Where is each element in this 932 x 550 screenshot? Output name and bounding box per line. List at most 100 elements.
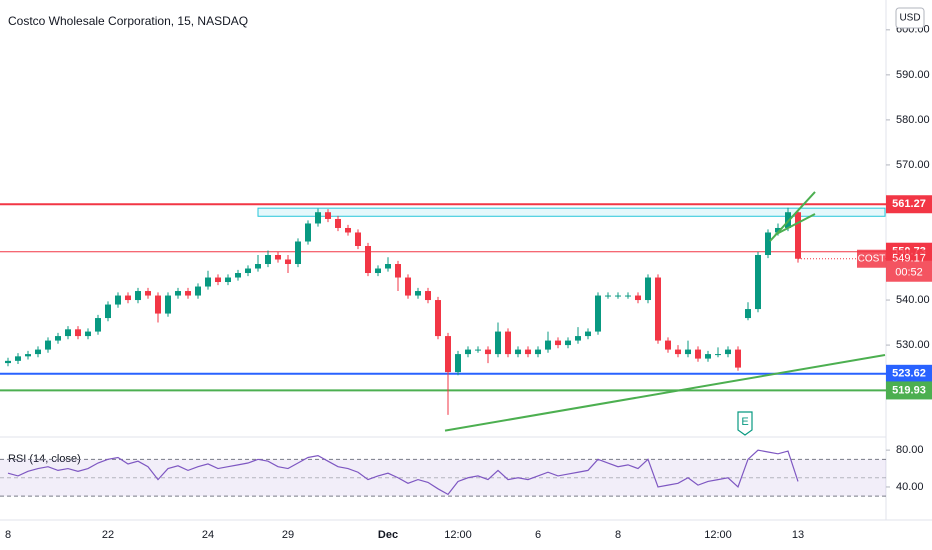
symbol-label: COST <box>858 253 886 264</box>
candle-body <box>485 349 491 355</box>
x-tick-label: 29 <box>282 529 294 541</box>
candle-body <box>655 277 661 341</box>
candle-body <box>665 340 671 350</box>
trendline <box>444 354 886 432</box>
x-tick-label: 6 <box>535 529 541 541</box>
candle-body <box>755 255 761 310</box>
y-tick-label: 590.00 <box>896 69 930 81</box>
candle-body <box>5 360 11 364</box>
rsi-line <box>7 449 799 496</box>
candle-body <box>555 340 561 346</box>
earnings-label: E <box>741 416 748 428</box>
y-tick-label: 570.00 <box>896 159 930 171</box>
candle-body <box>315 212 321 224</box>
candle-body <box>325 212 331 219</box>
candle-body <box>605 295 611 297</box>
candle-body <box>205 277 211 287</box>
trendline <box>774 213 816 236</box>
candle-body <box>105 304 111 319</box>
candle-body <box>515 349 521 355</box>
candle-body <box>225 277 231 283</box>
candle-body <box>585 331 591 337</box>
candle-body <box>595 295 601 332</box>
candle-body <box>425 291 431 301</box>
candle-body <box>65 329 71 337</box>
last-price-label: 549.17 <box>892 253 926 265</box>
candle-body <box>245 268 251 274</box>
symbol-box <box>857 249 886 268</box>
rsi-y-tick-label: 40.00 <box>896 481 924 493</box>
price-zone <box>257 207 886 217</box>
candle-body <box>95 318 101 332</box>
candle-body <box>145 291 151 296</box>
candle-body <box>385 264 391 269</box>
candle-body <box>795 212 801 259</box>
x-tick-label: 8 <box>5 529 11 541</box>
level-label-box <box>886 381 932 400</box>
candle-body <box>265 255 271 265</box>
candle-body <box>85 331 91 337</box>
candle-body <box>535 349 541 355</box>
candle-body <box>525 349 531 355</box>
candle-body <box>115 295 121 305</box>
earnings-marker <box>737 411 753 436</box>
candle-body <box>335 218 341 228</box>
candle-body <box>55 336 61 341</box>
candle-body <box>435 300 441 337</box>
candle-body <box>445 336 451 373</box>
candle-body <box>175 291 181 296</box>
candle-body <box>575 336 581 341</box>
candle-body <box>465 349 471 355</box>
candle-body <box>295 241 301 265</box>
candle-body <box>215 277 221 283</box>
level-label: 561.27 <box>892 198 926 210</box>
x-tick-label: 12:00 <box>444 529 472 541</box>
x-tick-label: 13 <box>792 529 804 541</box>
candle-body <box>455 354 461 373</box>
y-tick-label: 540.00 <box>896 294 930 306</box>
candle-body <box>305 223 311 242</box>
candle-body <box>685 349 691 355</box>
x-tick-label: 12:00 <box>704 529 732 541</box>
chart-title: Costco Wholesale Corporation, 15, NASDAQ <box>8 14 248 28</box>
candle-body <box>125 295 131 301</box>
currency-box <box>895 7 925 29</box>
candle-body <box>345 227 351 233</box>
level-label: 519.93 <box>892 384 926 396</box>
candle-body <box>15 356 21 361</box>
candle-body <box>745 309 751 319</box>
x-tick-label: Dec <box>378 529 398 541</box>
last-price-box <box>886 249 932 282</box>
candle-body <box>375 268 381 274</box>
candle-body <box>615 295 621 297</box>
y-tick-label: 530.00 <box>896 339 930 351</box>
candle-body <box>195 286 201 296</box>
candle-body <box>165 295 171 314</box>
x-tick-label: 24 <box>202 529 214 541</box>
level-label: 523.62 <box>892 368 926 380</box>
candle-body <box>405 277 411 296</box>
countdown-label: 00:52 <box>895 267 923 279</box>
candle-body <box>255 264 261 269</box>
candle-body <box>135 291 141 301</box>
candle-body <box>695 349 701 359</box>
candle-body <box>285 259 291 265</box>
candle-body <box>75 329 81 337</box>
candle-body <box>735 349 741 368</box>
candle-body <box>495 331 501 355</box>
candle-body <box>765 232 771 256</box>
y-tick-label: 580.00 <box>896 114 930 126</box>
candle-body <box>25 354 31 357</box>
candle-body <box>705 354 711 359</box>
candle-body <box>545 340 551 350</box>
candle-body <box>275 255 281 260</box>
candle-body <box>505 331 511 355</box>
candle-body <box>45 340 51 350</box>
candle-body <box>155 295 161 314</box>
candle-body <box>395 264 401 278</box>
candle-body <box>355 232 361 246</box>
candle-body <box>475 349 481 351</box>
candle-body <box>415 291 421 296</box>
level-label-box <box>886 195 932 214</box>
